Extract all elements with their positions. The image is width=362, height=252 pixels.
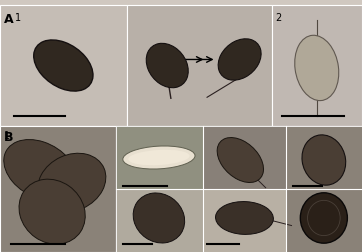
Ellipse shape bbox=[146, 43, 188, 88]
Text: 4: 4 bbox=[282, 131, 289, 141]
Text: 1: 1 bbox=[4, 131, 10, 141]
Ellipse shape bbox=[300, 193, 348, 243]
Ellipse shape bbox=[133, 193, 185, 243]
Bar bbox=[272, 5, 362, 126]
Text: 7: 7 bbox=[282, 192, 289, 202]
Ellipse shape bbox=[218, 39, 261, 80]
Bar bbox=[127, 5, 272, 126]
Text: A: A bbox=[4, 13, 13, 26]
Text: 6: 6 bbox=[203, 192, 209, 202]
Bar bbox=[286, 189, 362, 252]
Ellipse shape bbox=[217, 138, 264, 182]
Bar bbox=[203, 126, 286, 189]
Ellipse shape bbox=[4, 140, 77, 201]
Bar bbox=[0, 5, 127, 126]
Ellipse shape bbox=[128, 150, 190, 165]
Bar bbox=[286, 126, 362, 189]
Ellipse shape bbox=[19, 179, 85, 244]
Bar bbox=[116, 126, 203, 189]
Text: 1: 1 bbox=[14, 13, 21, 23]
Text: 5: 5 bbox=[119, 192, 126, 202]
Bar bbox=[203, 189, 286, 252]
Text: 2: 2 bbox=[275, 13, 281, 23]
Bar bbox=[0, 126, 116, 252]
Ellipse shape bbox=[302, 135, 346, 185]
Bar bbox=[116, 189, 203, 252]
Ellipse shape bbox=[123, 146, 195, 169]
Text: 2: 2 bbox=[119, 131, 126, 141]
Text: B: B bbox=[4, 131, 13, 144]
Ellipse shape bbox=[295, 35, 339, 101]
Ellipse shape bbox=[38, 153, 106, 212]
Ellipse shape bbox=[215, 202, 273, 234]
Ellipse shape bbox=[34, 40, 93, 91]
Text: 3: 3 bbox=[203, 131, 209, 141]
Bar bbox=[116, 126, 362, 252]
